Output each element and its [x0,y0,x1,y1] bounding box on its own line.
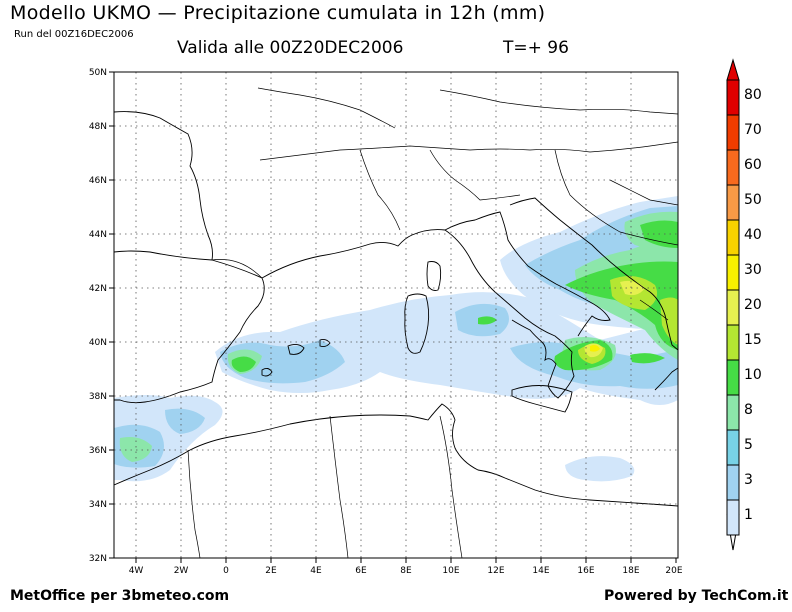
footer-credit-left: MetOffice per 3bmeteo.com [10,588,230,604]
colorbar-label-5: 5 [744,437,753,453]
lat-label-34n: 34N [89,500,107,510]
colorbar-box-3 [726,464,740,501]
colorbar-box-30 [726,254,740,291]
colorbar-label-15: 15 [744,332,762,348]
graticule [114,72,678,558]
colorbar-labels: 80 70 60 50 40 30 20 15 10 8 5 3 1 [744,87,762,523]
lon-label-6e: 6E [355,566,367,576]
colorbar-label-1: 1 [744,507,753,523]
lat-labels: 50N 48N 46N 44N 42N 40N 38N 36N 34N 32N [89,68,107,564]
colorbar-top-arrow [726,58,740,81]
colorbar-label-8: 8 [744,402,753,418]
lon-label-12e: 12E [487,566,504,576]
lon-label-4e: 4E [310,566,322,576]
lon-labels: 4W 2W 0 2E 4E 6E 8E 10E 12E 14E 16E 18E … [129,566,683,576]
colorbar-box-15 [726,324,740,361]
footer-credit-right: Powered by TechCom.it [604,588,789,604]
lon-label-16e: 16E [577,566,594,576]
lat-label-38n: 38N [89,392,107,402]
precip-30mm [590,345,600,352]
lon-label-14e: 14E [532,566,549,576]
run-date: Run del 00Z16DEC2006 [14,29,134,40]
colorbar-label-3: 3 [744,472,753,488]
colorbar-label-10: 10 [744,367,762,383]
colorbar-box-70 [726,114,740,151]
colorbar: 80 70 60 50 40 30 20 15 10 8 5 3 1 [726,58,762,551]
map-title: Modello UKMO — Precipitazione cumulata i… [10,2,546,24]
lon-label-10e: 10E [442,566,459,576]
colorbar-label-20: 20 [744,297,762,313]
map-area [114,72,678,558]
lat-label-50n: 50N [89,68,107,78]
lat-label-32n: 32N [89,554,107,564]
valid-time: Valida alle 00Z20DEC2006 [177,38,404,58]
lon-label-4w: 4W [129,566,144,576]
colorbar-label-80: 80 [744,87,762,103]
colorbar-box-20 [726,289,740,326]
lat-label-44n: 44N [89,230,107,240]
coastlines [114,111,678,507]
lon-label-18e: 18E [622,566,639,576]
lon-ticks [135,558,677,563]
colorbar-boxes [726,79,740,536]
colorbar-box-8 [726,394,740,431]
colorbar-label-30: 30 [744,262,762,278]
map-frame [113,71,679,559]
lat-label-42n: 42N [89,284,107,294]
colorbar-label-50: 50 [744,192,762,208]
lon-label-2e: 2E [265,566,277,576]
colorbar-label-70: 70 [744,122,762,138]
borders [187,87,678,558]
colorbar-box-40 [726,219,740,256]
lat-label-36n: 36N [89,446,107,456]
lon-label-0: 0 [223,566,229,576]
colorbar-box-80 [726,79,740,116]
colorbar-box-10 [726,359,740,396]
colorbar-label-60: 60 [744,157,762,173]
lon-label-8e: 8E [400,566,412,576]
lon-label-2w: 2W [174,566,189,576]
colorbar-box-50 [726,184,740,221]
colorbar-box-1 [726,499,740,536]
lat-label-48n: 48N [89,122,107,132]
colorbar-box-60 [726,149,740,186]
lat-label-40n: 40N [89,338,107,348]
colorbar-label-40: 40 [744,227,762,243]
lat-label-46n: 46N [89,176,107,186]
colorbar-box-5 [726,429,740,466]
lat-ticks [109,71,114,559]
forecast-timestep: T=+ 96 [503,38,569,58]
lon-label-20e: 20E [665,566,682,576]
